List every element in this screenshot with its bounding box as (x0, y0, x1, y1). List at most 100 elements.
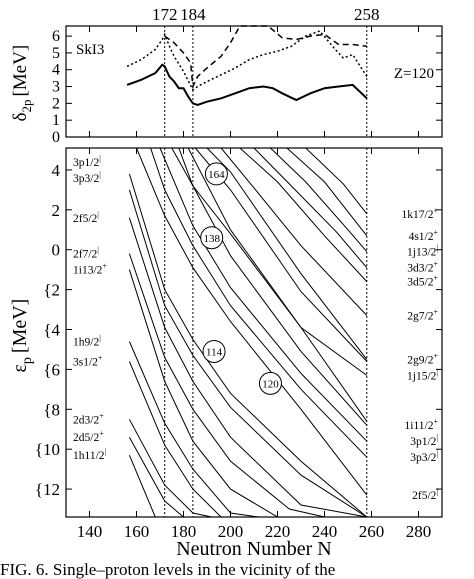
right-level-label: 3d5/2+ (407, 274, 438, 289)
top-ylabel-subscript: 2p (19, 100, 34, 113)
right-level-label-parity: | (436, 487, 438, 496)
top-y-tick-label: 4 (52, 62, 60, 79)
level-line (150, 148, 368, 458)
left-level-label-text: 3s1/2 (73, 356, 98, 368)
bottom-y-tick-label: 4 (52, 161, 61, 180)
left-level-label-text: 2f7/2 (73, 249, 98, 261)
bottom-y-tick-label: {10 (35, 440, 60, 459)
top-ylabel-unit: [MeV] (10, 45, 31, 97)
top-series-dashed (164, 25, 367, 90)
level-line (128, 419, 212, 517)
x-axis-label: Neutron Number N (176, 538, 332, 560)
level-line (286, 148, 368, 237)
top-series (126, 25, 368, 107)
right-level-label-parity: + (433, 417, 438, 426)
left-level-label: 3p1/2| (73, 154, 101, 169)
left-level-labels: 3p1/2|3p3/2|2f5/2|2f7/2|1i13/2+1h9/2|3s1… (73, 154, 107, 462)
bottom-ylabel-unit: [MeV] (9, 299, 31, 353)
bottom-ylabel-subscript: p (20, 357, 35, 364)
right-level-label: 1j13/2| (407, 244, 438, 259)
shell-gap-circle (202, 339, 226, 363)
right-level-label-parity: | (436, 367, 438, 376)
left-level-label-text: 3p1/2 (73, 157, 99, 169)
left-level-label-parity: + (99, 429, 104, 438)
shell-gap-label: 164 (208, 169, 225, 181)
bottom-magic-number-lines (164, 148, 368, 517)
right-level-label-text: 3p1/2 (410, 436, 436, 448)
right-level-label: 3p3/2| (410, 449, 438, 464)
bottom-y-tick-label: {2 (43, 281, 60, 300)
left-level-label: 2d5/2+ (73, 429, 104, 444)
shell-gap-circle (200, 226, 224, 250)
level-line (128, 269, 306, 517)
bottom-ticks: 4 2 0 {2 {4 {6 {8 {10 {12 140 160 180 200 220 240 260 28… (35, 148, 442, 541)
level-line (128, 361, 240, 517)
top-y-tick-label: 0 (52, 129, 60, 146)
top-y-tick-label: 2 (52, 95, 60, 112)
left-level-label: 2f5/2| (73, 210, 99, 225)
level-line (253, 148, 368, 269)
bottom-y-tick-label: {8 (43, 400, 60, 419)
right-level-label: 2f5/2| (412, 487, 438, 502)
top-magic-number-label: 184 (180, 5, 206, 24)
level-line (159, 148, 368, 442)
top-ylabel-symbol: δ (10, 113, 31, 122)
shell-gap-label: 120 (262, 378, 279, 390)
level-line (206, 148, 368, 360)
level-line (128, 253, 325, 517)
right-level-label-parity: + (433, 228, 438, 237)
left-level-label-parity: + (102, 262, 107, 271)
left-level-label: 2f7/2| (73, 246, 99, 261)
left-level-label: 1h9/2| (73, 333, 101, 348)
left-level-label-parity: | (99, 154, 101, 163)
level-line (136, 148, 368, 496)
bottom-x-tick-label: 280 (406, 522, 432, 541)
right-level-label-text: 2g9/2 (407, 354, 433, 366)
bottom-x-tick-label: 180 (171, 522, 197, 541)
level-line (128, 173, 368, 517)
right-level-label-parity: + (433, 351, 438, 360)
right-level-label-text: 1k17/2 (402, 209, 434, 221)
annotation-skyrme-force: SkI3 (76, 42, 104, 58)
bottom-x-tick-label: 160 (124, 522, 150, 541)
left-level-label-parity: | (105, 447, 107, 456)
figure-caption: FIG. 6. Single–proton levels in the vici… (0, 560, 336, 579)
right-level-label-text: 1i11/2 (405, 420, 434, 432)
top-y-tick-label: 1 (52, 112, 60, 129)
right-level-label: 1k17/2+ (402, 206, 439, 221)
right-level-label-text: 2g7/2 (407, 311, 433, 323)
level-line (128, 217, 367, 517)
right-level-label-parity: + (433, 308, 438, 317)
bottom-plot-frame (65, 147, 443, 518)
right-level-label-text: 4s1/2 (409, 231, 434, 243)
right-level-label: 1j15/2| (407, 367, 438, 382)
shell-gap-circle (258, 371, 282, 395)
annotation-proton-number: Z=120 (394, 66, 434, 82)
level-line (128, 436, 184, 517)
left-level-label-parity: | (97, 246, 99, 255)
left-level-label-parity: | (99, 333, 101, 342)
top-y-tick-label: 6 (52, 28, 60, 45)
bottom-y-tick-label: {6 (43, 360, 60, 379)
right-level-label: 2g7/2+ (407, 308, 438, 323)
shell-gap-label: 114 (206, 346, 223, 358)
level-line (239, 148, 368, 282)
top-plot-frame (65, 25, 443, 138)
left-level-label-text: 2d3/2 (73, 414, 99, 426)
right-level-label-parity: | (436, 244, 438, 253)
left-level-label: 2d3/2+ (73, 411, 104, 426)
shell-gap-labels: 164 138 114 120 (200, 162, 282, 395)
left-level-label: 3p3/2| (73, 170, 101, 185)
right-level-label: 4s1/2+ (409, 228, 439, 243)
left-level-label-text: 1i13/2 (73, 265, 103, 277)
right-level-label-text: 3p3/2 (410, 452, 436, 464)
bottom-x-tick-label: 220 (265, 522, 291, 541)
left-level-label-parity: + (99, 411, 104, 420)
left-level-label-text: 3p3/2 (73, 173, 99, 185)
left-level-label: 3s1/2+ (73, 353, 103, 368)
bottom-y-axis-label: εp [MeV] (9, 299, 35, 373)
top-y-tick-label: 3 (52, 79, 60, 96)
left-level-label-parity: + (98, 353, 103, 362)
